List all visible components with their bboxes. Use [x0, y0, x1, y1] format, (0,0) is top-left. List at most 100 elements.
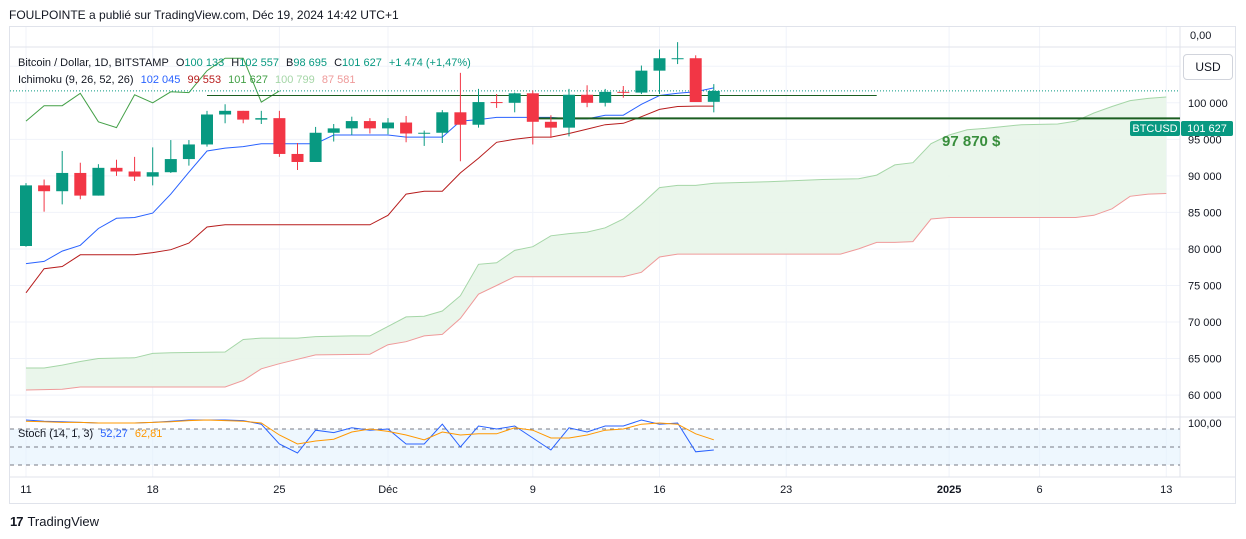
candle [363, 118, 376, 134]
chikou-span-line [25, 57, 280, 129]
candle [508, 92, 521, 113]
cloud-fill [26, 97, 1167, 390]
price-change: +1 474 (+1,47%) [388, 57, 471, 69]
candle [345, 116, 358, 135]
candle-body [563, 94, 575, 128]
time-tick-label: 23 [780, 484, 792, 496]
candle [382, 118, 394, 135]
candle-body [653, 58, 666, 71]
ohlc-high: H102 557 [231, 57, 279, 69]
candle-body [454, 112, 467, 125]
candle [255, 110, 268, 124]
time-tick-label: 2025 [937, 484, 961, 496]
candle [291, 142, 304, 171]
candle [273, 110, 286, 157]
candle [38, 179, 51, 212]
price-tick-label: 90 000 [1188, 171, 1222, 183]
candle [182, 140, 195, 166]
candle [671, 42, 684, 65]
candle-body [363, 121, 376, 129]
candle [617, 85, 630, 98]
stoch-legend: Stoch (14, 1, 3) 52,27 62,81 [18, 428, 166, 440]
candle-body [291, 153, 304, 162]
publisher-line: FOULPOINTE a publié sur TradingView.com,… [9, 8, 399, 22]
candle [74, 162, 87, 200]
symbol-name: Bitcoin / Dollar, 1D, BITSTAMP [18, 57, 169, 69]
ohlc-low: B98 695 [286, 57, 328, 69]
candle [707, 84, 720, 113]
ichimoku-label: Ichimoku (9, 26, 52, 26) [18, 74, 134, 86]
candle-body [436, 112, 449, 133]
price-tick-label: 100 000 [1188, 98, 1228, 110]
price-tag-symbol: BTCUSD [1132, 123, 1177, 135]
candle [110, 159, 123, 176]
candle-body [273, 118, 286, 154]
price-tick-label: 80 000 [1188, 244, 1222, 256]
time-tick-label: 11 [20, 484, 31, 496]
candle-body [581, 94, 594, 103]
candle [400, 115, 413, 143]
candle-body [56, 172, 69, 192]
ohlc-close: C101 627 [334, 57, 382, 69]
time-tick-label: Déc [378, 484, 398, 496]
candle [219, 104, 232, 124]
price-tag-value: 101 627 [1187, 123, 1227, 135]
candle-body [345, 121, 358, 129]
candle [20, 183, 32, 247]
candle [526, 90, 539, 145]
candle-body [327, 128, 340, 133]
candle-body [146, 172, 159, 177]
candle-body [472, 102, 485, 125]
candle [146, 147, 159, 186]
candle-body [418, 132, 431, 134]
time-tick-label: 13 [1160, 484, 1172, 496]
candle [327, 123, 340, 142]
candle [544, 115, 557, 138]
symbol-legend: Bitcoin / Dollar, 1D, BITSTAMP O100 133 … [18, 57, 475, 69]
candle [635, 65, 648, 95]
candle-body [128, 171, 141, 177]
ichimoku-cloud [26, 97, 1167, 390]
span-b-value: 87 581 [321, 74, 356, 86]
candle [92, 164, 105, 196]
candle-body [617, 91, 630, 93]
candle-body [689, 58, 702, 103]
candle [689, 55, 702, 103]
candle [309, 126, 322, 162]
candle [237, 110, 250, 124]
time-tick-label: 9 [530, 484, 536, 496]
candle-body [237, 110, 250, 120]
branding-label: TradingView [27, 514, 100, 529]
stoch-axis-top-label: 100,00 [1188, 418, 1222, 430]
stoch-k-value: 52,27 [100, 428, 128, 440]
stoch-label: Stoch (14, 1, 3) [18, 428, 94, 440]
kijun-value: 99 553 [187, 74, 222, 86]
candle-body [400, 122, 413, 134]
senkou-span-b-line [25, 193, 1167, 391]
candle [436, 110, 449, 143]
ohlc-open: O100 133 [175, 57, 225, 69]
ichimoku-lines [25, 57, 1167, 391]
candle [581, 85, 594, 108]
candle-body [508, 93, 521, 103]
candle-body [526, 93, 539, 122]
horizontal-lines [10, 90, 1180, 120]
candle [454, 72, 467, 162]
currency-button[interactable]: USD [1183, 54, 1233, 80]
tenkan-sen-line [25, 87, 714, 265]
tradingview-logo-icon: 17 [10, 514, 24, 529]
candle [490, 94, 503, 108]
tenkan-value: 102 045 [140, 74, 181, 86]
span-a-value: 100 799 [275, 74, 315, 86]
candle-body [382, 122, 394, 129]
time-tick-label: 18 [147, 484, 159, 496]
candle-body [182, 144, 195, 160]
candle [418, 130, 431, 146]
candle-body [38, 185, 51, 192]
stoch-d-line [25, 419, 714, 445]
time-tick-label: 6 [1037, 484, 1043, 496]
candle [201, 110, 213, 147]
candle [653, 49, 666, 95]
